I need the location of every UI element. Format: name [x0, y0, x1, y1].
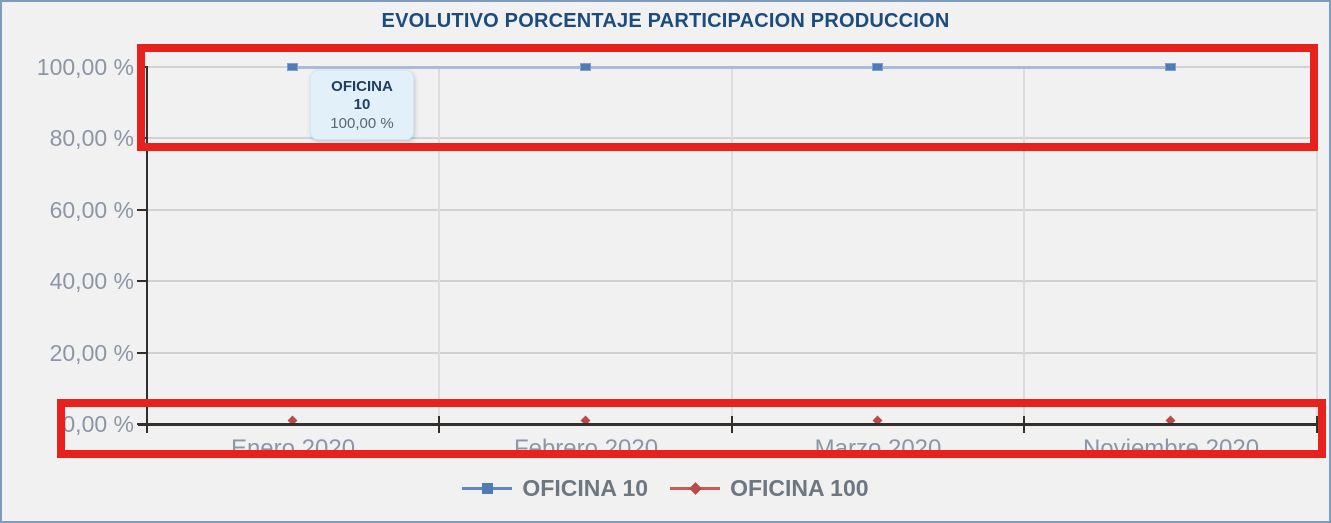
gridline-vertical	[731, 67, 733, 424]
legend-item-oficina100[interactable]: OFICINA 100	[670, 475, 869, 502]
legend-line-square-icon	[462, 483, 513, 494]
x-axis-tick	[731, 416, 733, 433]
x-axis-tick	[438, 416, 440, 433]
gridline-vertical	[1023, 67, 1025, 424]
y-axis-tick	[137, 423, 147, 425]
gridline-vertical	[1316, 67, 1318, 424]
legend-label: OFICINA 100	[730, 475, 869, 501]
y-tick-label: 20,00 %	[49, 340, 134, 366]
y-axis-tick	[137, 209, 147, 211]
x-axis	[138, 423, 1318, 426]
tooltip-point-name: 10	[353, 96, 371, 113]
datapoint-oficina10-enero[interactable]	[287, 63, 298, 71]
annotation-rect-100-percent-row	[137, 44, 1318, 151]
y-tick-label: 0,00 %	[62, 411, 134, 437]
legend-item-oficina10[interactable]: OFICINA 10	[462, 475, 648, 502]
y-axis	[146, 66, 148, 425]
gridline-vertical	[438, 67, 440, 424]
legend-label: OFICINA 10	[522, 475, 649, 501]
x-axis-tick	[146, 416, 148, 433]
tooltip: OFICINA 10 100,00 %	[310, 70, 414, 140]
series-line-oficina10	[293, 66, 1171, 69]
y-tick-label: 80,00 %	[49, 125, 134, 151]
x-axis-tick	[1023, 416, 1025, 433]
y-tick-label: 60,00 %	[49, 197, 134, 223]
legend: OFICINA 10 OFICINA 100	[2, 475, 1329, 502]
datapoint-oficina10-febrero[interactable]	[580, 63, 591, 71]
y-axis-tick	[137, 352, 147, 354]
annotation-rect-0-percent-row	[57, 399, 1326, 458]
tooltip-value: 100,00 %	[330, 115, 394, 132]
x-axis-tick	[1316, 416, 1318, 433]
legend-line-diamond-icon	[670, 482, 721, 495]
tooltip-series-name: OFICINA	[331, 78, 393, 95]
y-axis-tick	[137, 280, 147, 282]
y-tick-label: 100,00 %	[36, 54, 134, 80]
chart-title: EVOLUTIVO PORCENTAJE PARTICIPACION PRODU…	[381, 10, 950, 32]
y-tick-label: 40,00 %	[49, 268, 134, 294]
datapoint-oficina10-noviembre[interactable]	[1165, 63, 1176, 71]
datapoint-oficina10-marzo[interactable]	[872, 63, 883, 71]
